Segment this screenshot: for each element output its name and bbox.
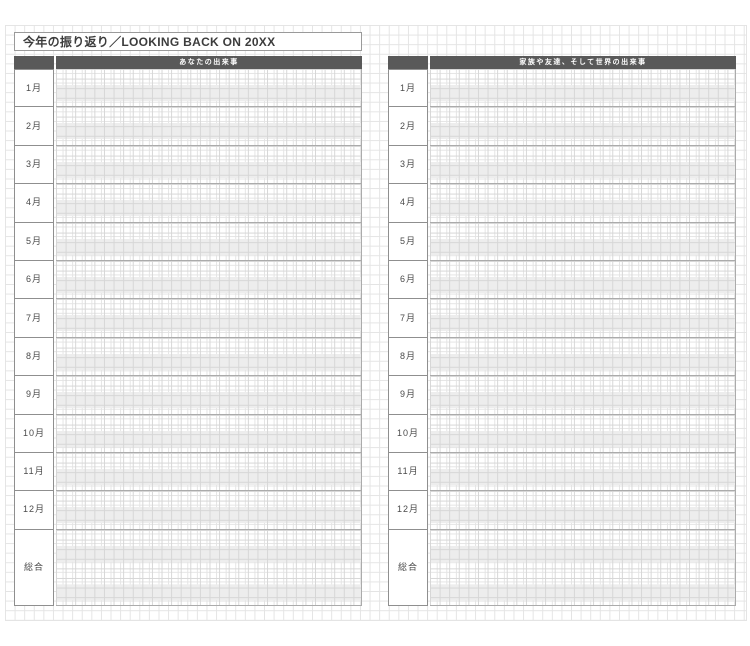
- table-header-row: あなたの出来事: [14, 56, 362, 69]
- table-row: 6月: [14, 260, 362, 300]
- month-label: 2月: [14, 107, 54, 146]
- writing-area: [430, 414, 736, 453]
- table-row: 8月: [14, 337, 362, 377]
- month-label: 4月: [14, 184, 54, 223]
- table-row: 5月: [388, 222, 736, 261]
- table-row: 12月: [388, 491, 736, 530]
- table-row: 10月: [388, 414, 736, 453]
- month-label: 4月: [388, 184, 428, 223]
- month-label: 7月: [388, 299, 428, 338]
- month-label: 5月: [388, 222, 428, 261]
- writing-area: [430, 529, 736, 607]
- page-title-box: 今年の振り返り／LOOKING BACK ON 20XX: [14, 32, 362, 51]
- writing-area: [430, 222, 736, 261]
- table-row: 4月: [388, 184, 736, 223]
- writing-area: [56, 414, 362, 453]
- month-label: 5月: [14, 222, 54, 261]
- writing-area: [56, 529, 362, 607]
- writing-area: [56, 145, 362, 185]
- writing-area: [430, 107, 736, 146]
- table-row: 2月: [14, 107, 362, 146]
- month-label: 1月: [388, 69, 428, 108]
- table-row: 12月: [14, 491, 362, 530]
- page-title: 今年の振り返り／LOOKING BACK ON 20XX: [23, 35, 276, 49]
- writing-area: [56, 376, 362, 415]
- table-row: 11月: [388, 452, 736, 492]
- writing-area: [56, 107, 362, 146]
- table-row: 10月: [14, 414, 362, 453]
- table-row: 1月: [388, 69, 736, 108]
- month-label: 11月: [14, 452, 54, 492]
- writing-area: [430, 337, 736, 377]
- table-row: 11月: [14, 452, 362, 492]
- month-label: 11月: [388, 452, 428, 492]
- month-label: 7月: [14, 299, 54, 338]
- table-row: 9月: [14, 376, 362, 415]
- table-row: 3月: [14, 145, 362, 185]
- month-label: 3月: [14, 145, 54, 185]
- writing-area: [430, 184, 736, 223]
- table-row: 1月: [14, 69, 362, 108]
- writing-area: [56, 491, 362, 530]
- month-label: 8月: [388, 337, 428, 377]
- month-label: 2月: [388, 107, 428, 146]
- month-label: 10月: [388, 414, 428, 453]
- table-row: 5月: [14, 222, 362, 261]
- header-label-spacer: [388, 56, 428, 69]
- writing-area: [430, 260, 736, 300]
- month-label: 3月: [388, 145, 428, 185]
- summary-label: 総合: [14, 529, 54, 607]
- writing-area: [56, 452, 362, 492]
- header-label-spacer: [14, 56, 54, 69]
- writing-area: [430, 69, 736, 108]
- writing-area: [56, 184, 362, 223]
- table-world-events: 家族や友達、そして世界の出来事 1月 2月 3月 4月 5月 6月 7月 8月 9月 10月 11月…: [388, 56, 736, 607]
- writing-area: [430, 376, 736, 415]
- table-row: 8月: [388, 337, 736, 377]
- month-label: 6月: [14, 260, 54, 300]
- month-label: 12月: [388, 491, 428, 530]
- month-label: 8月: [14, 337, 54, 377]
- table-row: 4月: [14, 184, 362, 223]
- month-label: 9月: [388, 376, 428, 415]
- summary-label: 総合: [388, 529, 428, 607]
- table-row: 総合: [388, 529, 736, 607]
- rows-container: 1月 2月 3月 4月 5月 6月 7月 8月 9月 10月 11月 12月 総合: [14, 69, 362, 607]
- writing-area: [56, 299, 362, 338]
- table-row: 9月: [388, 376, 736, 415]
- writing-area: [430, 299, 736, 338]
- table-your-events: あなたの出来事 1月 2月 3月 4月 5月 6月 7月 8月 9月 10月 11月 12月 総合: [14, 56, 362, 607]
- column-header-world-events: 家族や友達、そして世界の出来事: [430, 56, 736, 69]
- writing-area: [56, 69, 362, 108]
- month-label: 9月: [14, 376, 54, 415]
- writing-area: [430, 145, 736, 185]
- month-label: 10月: [14, 414, 54, 453]
- table-row: 3月: [388, 145, 736, 185]
- month-label: 6月: [388, 260, 428, 300]
- writing-area: [430, 452, 736, 492]
- month-label: 12月: [14, 491, 54, 530]
- writing-area: [430, 491, 736, 530]
- writing-area: [56, 222, 362, 261]
- table-row: 7月: [14, 299, 362, 338]
- table-row: 7月: [388, 299, 736, 338]
- writing-area: [56, 337, 362, 377]
- table-row: 2月: [388, 107, 736, 146]
- month-label: 1月: [14, 69, 54, 108]
- column-header-your-events: あなたの出来事: [56, 56, 362, 69]
- table-row: 6月: [388, 260, 736, 300]
- table-row: 総合: [14, 529, 362, 607]
- table-header-row: 家族や友達、そして世界の出来事: [388, 56, 736, 69]
- writing-area: [56, 260, 362, 300]
- rows-container: 1月 2月 3月 4月 5月 6月 7月 8月 9月 10月 11月 12月 総合: [388, 69, 736, 607]
